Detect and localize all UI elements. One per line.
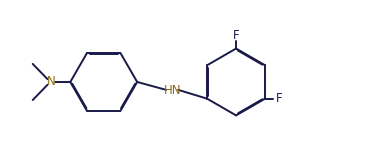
Text: HN: HN [164,84,181,97]
Text: F: F [276,92,282,105]
Text: N: N [46,75,55,88]
Text: F: F [233,29,239,42]
